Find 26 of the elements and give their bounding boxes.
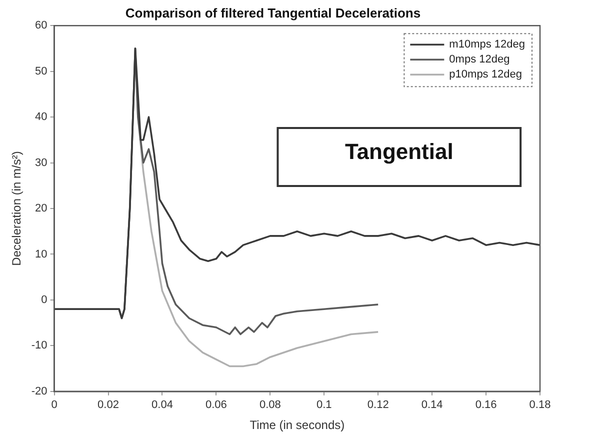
y-tick-label: 50 [35,65,48,78]
x-tick-label: 0.04 [152,399,173,412]
x-tick-label: 0.18 [529,399,551,412]
x-axis-title: Time (in seconds) [250,418,345,432]
y-axis-title: Deceleration (in m/s²) [10,151,24,266]
x-tick-label: 0.1 [316,399,332,412]
y-tick-label: 10 [35,248,48,260]
legend-label: 0mps 12deg [449,54,510,66]
legend-label: m10mps 12deg [449,38,526,51]
x-tick-label: 0.02 [98,399,119,412]
y-tick-label: 20 [35,202,48,215]
y-tick-label: -20 [31,385,48,398]
x-tick-label: 0.08 [259,399,281,412]
annotation: Tangential [344,139,454,164]
x-tick-label: 0.12 [367,399,389,412]
x-tick-label: 0.16 [475,399,497,412]
x-tick-label: 0 [51,399,58,412]
legend-label: p10mps 12deg [449,68,522,81]
y-tick-label: 60 [35,20,48,32]
x-tick-label: 0.06 [205,399,227,412]
y-tick-label: -10 [31,340,48,352]
y-tick-label: 30 [35,156,48,169]
chart-title: Comparison of filtered Tangential Decelerations [125,5,421,20]
y-tick-label: 0 [41,294,48,306]
x-tick-label: 0.14 [421,399,443,412]
y-tick-label: 40 [35,111,48,124]
